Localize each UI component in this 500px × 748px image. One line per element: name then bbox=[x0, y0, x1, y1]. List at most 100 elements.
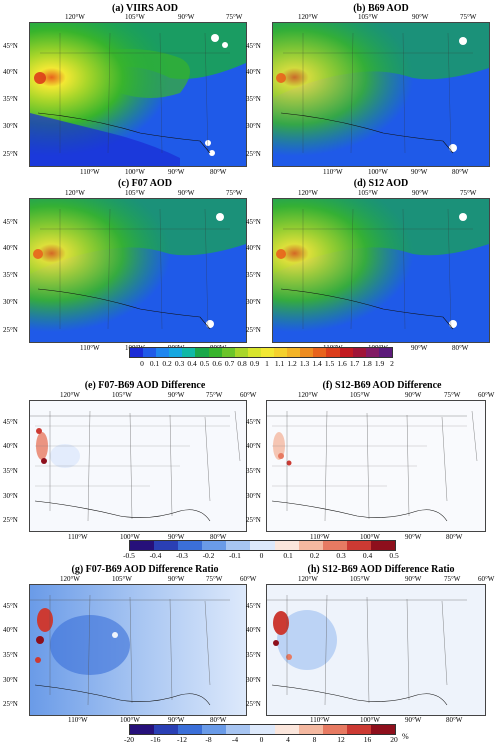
lat-tick: 40°N bbox=[246, 68, 261, 76]
colorbar-cell bbox=[326, 348, 340, 357]
colorbar-cell bbox=[195, 348, 209, 357]
colorbar-tick-label: 16 bbox=[363, 735, 372, 744]
colorbar-tick-label: -0.5 bbox=[123, 551, 135, 560]
ratio-colorbar-unit: % bbox=[402, 732, 409, 741]
colorbar-cell bbox=[300, 348, 314, 357]
colorbar-tick-label: -0.4 bbox=[149, 551, 162, 560]
colorbar-cell bbox=[130, 541, 155, 550]
top-lon-tick: 75°W bbox=[206, 391, 223, 399]
lat-tick: 30°N bbox=[246, 492, 261, 500]
top-lon-tick: 75°W bbox=[444, 575, 461, 583]
top-lon-tick: 105°W bbox=[350, 575, 370, 583]
top-lon-tick: 90°W bbox=[405, 575, 422, 583]
colorbar-tick-label: -0.3 bbox=[176, 551, 188, 560]
lat-tick: 30°N bbox=[246, 122, 261, 130]
colorbar-cell bbox=[346, 541, 371, 550]
top-lon-tick: 105°W bbox=[125, 189, 145, 197]
lat-tick: 45°N bbox=[246, 602, 261, 610]
aod-difference-map-s12-b69 bbox=[266, 400, 486, 532]
lat-tick: 45°N bbox=[3, 602, 18, 610]
lat-tick: 25°N bbox=[246, 516, 261, 524]
colorbar-cell bbox=[226, 541, 251, 550]
panel-title-e: (e) F07-B69 AOD Difference bbox=[84, 380, 206, 391]
top-lon-tick: 90°W bbox=[412, 13, 429, 21]
bottom-lon-tick: 100°W bbox=[120, 533, 140, 541]
colorbar-tick-label: 20 bbox=[390, 735, 398, 744]
top-lon-tick: 75°W bbox=[460, 13, 477, 21]
lat-tick: 45°N bbox=[3, 42, 18, 50]
bottom-lon-tick: 100°W bbox=[360, 533, 380, 541]
colorbar-cell bbox=[130, 348, 144, 357]
colorbar-cell bbox=[322, 541, 347, 550]
colorbar-tick-label: 0.8 bbox=[237, 359, 247, 368]
lat-tick: 25°N bbox=[3, 150, 18, 158]
colorbar-tick-label: 0.5 bbox=[199, 359, 210, 368]
colorbar-tick-label: 1.6 bbox=[337, 359, 347, 368]
top-lon-tick: 120°W bbox=[298, 391, 318, 399]
colorbar-tick-label: -12 bbox=[177, 735, 187, 744]
colorbar-cell bbox=[298, 541, 323, 550]
colorbar-tick-label: 0.3 bbox=[336, 551, 346, 560]
bottom-lon-tick: 80°W bbox=[446, 716, 463, 724]
colorbar-tick-label: 0.2 bbox=[162, 359, 172, 368]
colorbar-tick-label: 1.1 bbox=[274, 359, 285, 368]
colorbar-cell bbox=[378, 348, 392, 357]
colorbar-cell bbox=[250, 725, 275, 734]
colorbar-tick-label: -8 bbox=[205, 735, 212, 744]
colorbar-tick-label: 0.6 bbox=[212, 359, 222, 368]
colorbar-cell bbox=[226, 725, 251, 734]
lat-tick: 25°N bbox=[3, 516, 18, 524]
top-lon-tick: 60°W bbox=[478, 391, 495, 399]
difference-colorbar bbox=[129, 540, 396, 551]
bottom-lon-tick: 80°W bbox=[210, 533, 227, 541]
colorbar-cell bbox=[202, 541, 227, 550]
colorbar-tick-label: 1.4 bbox=[312, 359, 322, 368]
bottom-lon-tick: 80°W bbox=[452, 168, 469, 176]
colorbar-tick-label: 0.1 bbox=[283, 551, 293, 560]
aod-map-f07 bbox=[29, 198, 247, 343]
aod-difference-ratio-map-f07-b69 bbox=[29, 584, 247, 716]
colorbar-tick-label: 0 bbox=[259, 551, 264, 560]
lat-tick: 45°N bbox=[246, 218, 261, 226]
colorbar-cell bbox=[287, 348, 301, 357]
lat-tick: 40°N bbox=[3, 442, 18, 450]
lat-tick: 25°N bbox=[3, 326, 18, 334]
top-lon-tick: 90°W bbox=[412, 189, 429, 197]
lat-tick: 30°N bbox=[246, 298, 261, 306]
colorbar-cell bbox=[130, 725, 155, 734]
lat-tick: 40°N bbox=[246, 244, 261, 252]
lat-tick: 30°N bbox=[3, 122, 18, 130]
bottom-lon-tick: 90°W bbox=[405, 533, 422, 541]
colorbar-tick-label: -16 bbox=[150, 735, 161, 744]
colorbar-tick-label: 1.8 bbox=[362, 359, 372, 368]
bottom-lon-tick: 90°W bbox=[411, 168, 428, 176]
aod-map-s12 bbox=[272, 198, 490, 343]
top-lon-tick: 60°W bbox=[478, 575, 495, 583]
top-lon-tick: 105°W bbox=[358, 189, 378, 197]
panel-title-c: (c) F07 AOD bbox=[118, 178, 172, 189]
top-lon-tick: 105°W bbox=[112, 391, 132, 399]
colorbar-tick-label: 2 bbox=[390, 359, 394, 368]
difference-colorbar-labels: -0.5 -0.4 -0.3 -0.2 -0.1 0 0.1 0.2 0.3 0.4 0.5 bbox=[123, 551, 399, 561]
ratio-colorbar-labels: -20 -16 -12 -8 -4 0 4 8 12 16 20 bbox=[124, 735, 398, 745]
colorbar-tick-label: 1.3 bbox=[299, 359, 310, 368]
colorbar-cell bbox=[274, 348, 288, 357]
colorbar-tick-label: 0.1 bbox=[149, 359, 160, 368]
bottom-lon-tick: 100°W bbox=[368, 168, 388, 176]
panel-title-g: (g) F07-B69 AOD Difference Ratio bbox=[71, 564, 219, 575]
colorbar-tick-label: 0.7 bbox=[224, 359, 235, 368]
lat-tick: 35°N bbox=[246, 651, 261, 659]
top-lon-tick: 75°W bbox=[226, 13, 243, 21]
bottom-lon-tick: 110°W bbox=[68, 533, 88, 541]
colorbar-cell bbox=[202, 725, 227, 734]
top-lon-tick: 105°W bbox=[125, 13, 145, 21]
top-lon-tick: 120°W bbox=[60, 575, 80, 583]
colorbar-cell bbox=[182, 348, 196, 357]
aod-colorbar-labels: 0 0.1 0.2 0.3 0.4 0.5 0.6 0.7 0.8 0.9 1 1.1 1.2 1.3 1.… bbox=[140, 359, 394, 369]
aod-map-b69 bbox=[272, 22, 490, 167]
colorbar-cell bbox=[234, 348, 248, 357]
lat-tick: 30°N bbox=[3, 492, 18, 500]
bottom-lon-tick: 100°W bbox=[125, 168, 145, 176]
lat-tick: 35°N bbox=[246, 95, 261, 103]
lat-tick: 25°N bbox=[246, 700, 261, 708]
